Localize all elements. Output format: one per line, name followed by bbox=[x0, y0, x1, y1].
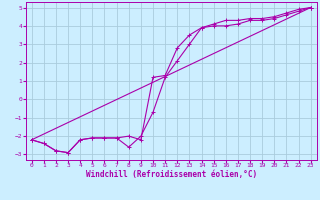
X-axis label: Windchill (Refroidissement éolien,°C): Windchill (Refroidissement éolien,°C) bbox=[86, 170, 257, 179]
